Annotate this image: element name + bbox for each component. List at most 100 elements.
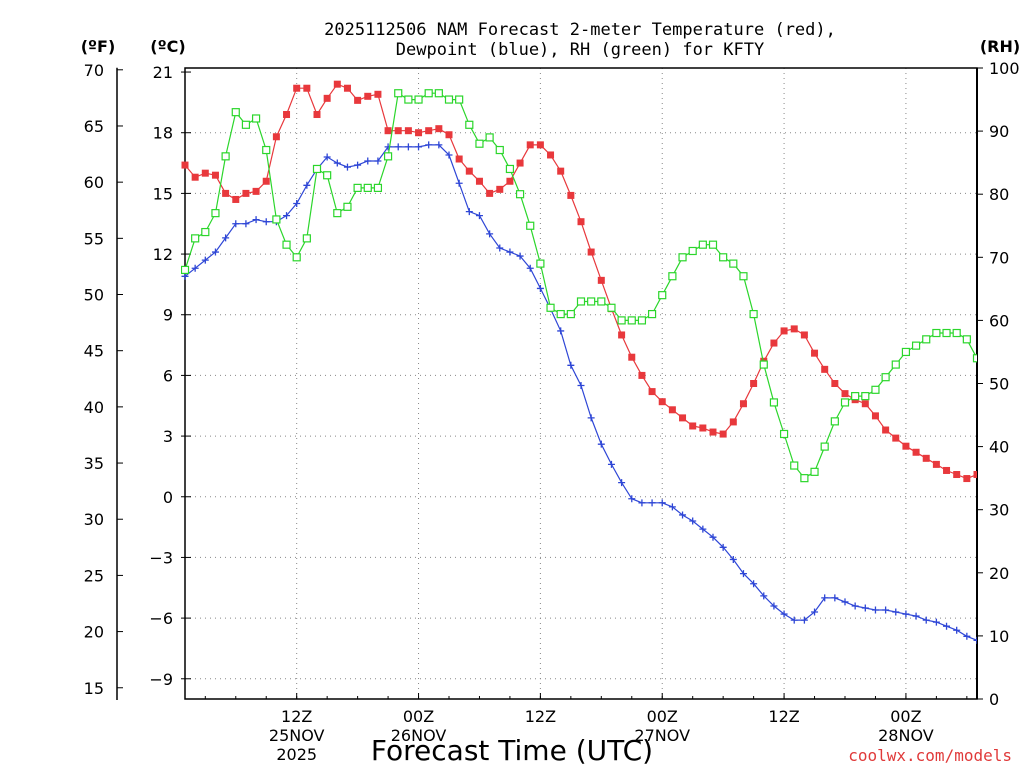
rh-point <box>394 89 403 98</box>
dewpoint-point <box>364 157 372 165</box>
dewpoint-point <box>699 525 707 533</box>
dewpoint-point <box>932 618 940 626</box>
series-temperature <box>181 80 1001 483</box>
temperature-point <box>536 141 544 149</box>
rh-point <box>323 171 332 180</box>
rh-point <box>647 309 657 319</box>
series-dewpoint <box>181 141 1021 682</box>
temperature-point <box>475 177 483 185</box>
rh-point <box>181 265 190 275</box>
temperature-point <box>882 426 890 434</box>
temperature-point <box>780 327 788 335</box>
rh-point <box>272 215 281 224</box>
temperature-point <box>618 331 626 339</box>
celsius-tick-label: −9 <box>149 670 173 689</box>
dewpoint-point <box>343 163 351 171</box>
x-tick-date-label: 28NOV <box>878 726 934 745</box>
rh-point <box>444 95 454 104</box>
rh-point <box>566 309 575 319</box>
dewpoint-point <box>882 606 890 614</box>
fahrenheit-tick-label: 55 <box>84 229 104 248</box>
dewpoint-point <box>821 594 829 602</box>
dewpoint-point <box>201 256 209 264</box>
dewpoint-point <box>922 616 930 624</box>
dewpoint-point <box>242 220 250 228</box>
rh-point <box>759 360 768 369</box>
rh-point <box>688 246 697 256</box>
temperature-point <box>628 353 636 361</box>
dewpoint-point <box>648 499 656 507</box>
temperature-point <box>201 169 209 177</box>
dewpoint-point <box>283 212 291 220</box>
dewpoint-point <box>689 517 697 525</box>
rh-point <box>729 259 738 268</box>
rh-point <box>769 398 779 407</box>
temperature-point <box>831 380 839 387</box>
temperature-point <box>871 412 879 420</box>
chart-title-line1: 2025112506 NAM Forecast 2-meter Temperat… <box>324 20 836 40</box>
rh-tick-label: 70 <box>989 248 1009 267</box>
rh-point <box>627 316 636 325</box>
temperature-point <box>232 195 240 203</box>
temperature-point <box>394 127 402 135</box>
rh-point <box>891 360 900 369</box>
dewpoint-point <box>760 592 768 600</box>
rh-point <box>576 297 586 306</box>
rh-tick-label: 80 <box>989 185 1009 204</box>
dewpoint-point <box>902 610 910 618</box>
x-tick-label: 12Z <box>768 707 799 726</box>
dewpoint-point <box>516 252 524 260</box>
temperature-point <box>597 276 605 284</box>
dewpoint-point <box>607 460 615 468</box>
temperature-point <box>435 125 443 133</box>
dewpoint-point <box>323 153 331 161</box>
rh-point <box>292 253 301 262</box>
temperature-point <box>557 167 565 175</box>
dewpoint-point <box>628 495 636 503</box>
rh-point <box>536 259 545 268</box>
dewpoint-point <box>415 143 423 151</box>
rh-point <box>617 316 626 325</box>
rh-point <box>790 461 799 470</box>
dewpoint-point <box>679 511 687 519</box>
dewpoint-point <box>506 248 514 256</box>
x-tick-date-label: 27NOV <box>634 726 690 745</box>
dewpoint-point <box>597 440 605 448</box>
temperature-point <box>415 129 423 137</box>
rh-point <box>383 152 393 161</box>
temperature-point <box>354 96 362 104</box>
temperature-point <box>567 191 575 199</box>
x-tick-date-label: 26NOV <box>391 726 447 745</box>
dewpoint-point <box>374 157 382 165</box>
dewpoint-point <box>526 264 534 272</box>
temperature-point <box>404 127 412 135</box>
temperature-point <box>800 331 808 339</box>
temperature-point <box>861 400 869 408</box>
x-tick-year-label: 2025 <box>276 745 317 764</box>
rh-point <box>526 221 535 230</box>
dewpoint-point <box>668 503 676 511</box>
dewpoint-point <box>780 610 788 618</box>
temperature-point <box>689 422 697 430</box>
dewpoint-point <box>394 143 402 151</box>
x-tick-date-label: 25NOV <box>269 726 325 745</box>
rh-point <box>668 272 677 281</box>
rh-point <box>1004 456 1011 463</box>
temperature-point <box>994 429 1001 436</box>
dewpoint-point <box>1014 675 1021 682</box>
temperature-point <box>750 380 758 387</box>
celsius-tick-label: 18 <box>153 124 173 143</box>
rh-point <box>942 328 951 338</box>
rh-point <box>719 253 728 262</box>
dewpoint-point <box>496 244 504 252</box>
rh-point <box>201 227 210 237</box>
celsius-tick-label: 6 <box>163 366 173 385</box>
rh-point <box>495 145 504 155</box>
celsius-tick-label: 21 <box>153 63 173 82</box>
dewpoint-point <box>800 616 808 624</box>
dewpoint-point <box>790 616 798 624</box>
rh-point <box>820 442 829 451</box>
temperature-point <box>313 111 321 119</box>
dewpoint-point <box>943 622 951 630</box>
